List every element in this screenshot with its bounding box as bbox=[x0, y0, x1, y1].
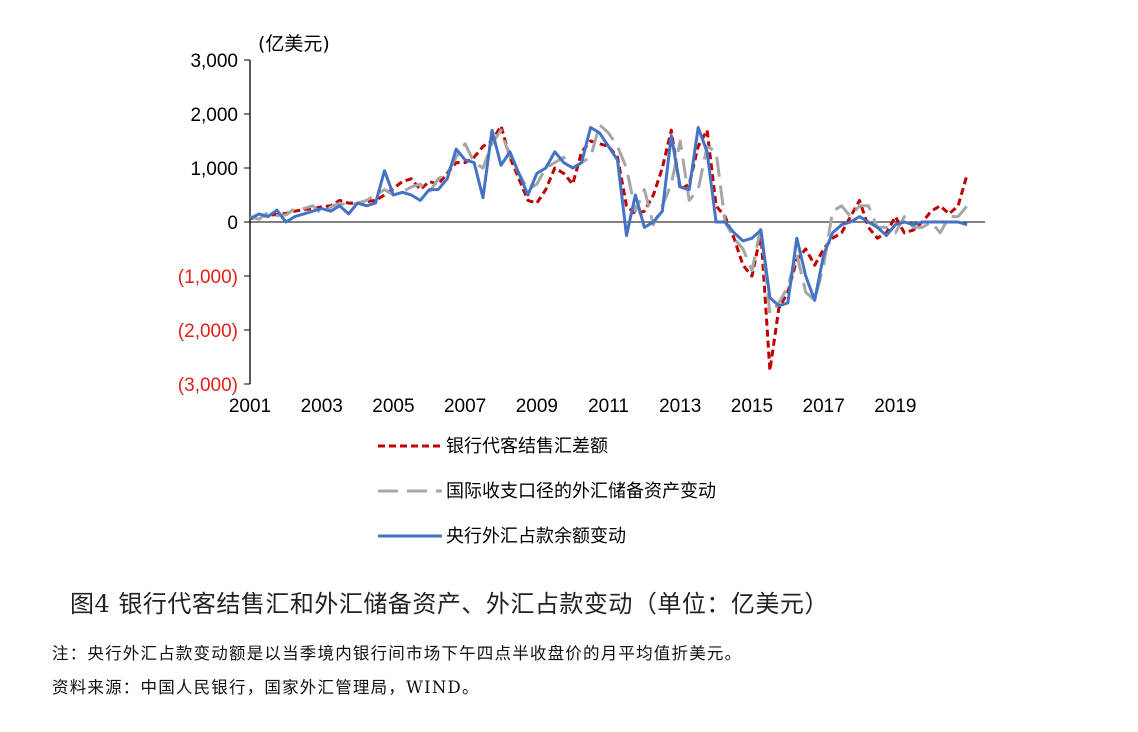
x-tick-label: 2015 bbox=[731, 396, 773, 417]
y-tick-label: (2,000) bbox=[178, 321, 238, 342]
chart-axes: 3,000 2,000 1,000 0 (1,000) (2,000) (3,000) 20… bbox=[178, 51, 985, 417]
figure-note: 注：央行外汇占款变动额是以当季境内银行间市场下午四点半收盘价的月平均值折美元。 bbox=[52, 644, 743, 663]
legend-label-1: 银行代客结售汇差额 bbox=[446, 436, 608, 457]
figure-source: 资料来源：中国人民银行，国家外汇管理局，WIND。 bbox=[52, 678, 480, 697]
y-tick-label: 2,000 bbox=[190, 105, 238, 126]
x-tick-label: 2005 bbox=[372, 396, 414, 417]
x-tick-label: 2003 bbox=[301, 396, 343, 417]
x-tick-label: 2017 bbox=[803, 396, 845, 417]
legend-label-3: 央行外汇占款余额变动 bbox=[446, 526, 626, 547]
y-tick-label: 1,000 bbox=[190, 159, 238, 180]
x-tick-label: 2013 bbox=[659, 396, 701, 417]
figure-caption: 图4 银行代客结售汇和外汇储备资产、外汇占款变动（单位：亿美元） bbox=[70, 590, 829, 618]
y-tick-label: (1,000) bbox=[178, 267, 238, 288]
x-tick-label: 2011 bbox=[588, 396, 629, 417]
series-layer bbox=[249, 123, 969, 372]
series-line-2 bbox=[249, 123, 969, 316]
y-tick-label: 3,000 bbox=[190, 51, 238, 72]
x-axis-ticks: 2001 2003 2005 2007 2009 2011 2013 2015 2017 2019 bbox=[229, 396, 917, 417]
legend-label-2: 国际收支口径的外汇储备资产变动 bbox=[446, 481, 716, 502]
y-tick-label: (3,000) bbox=[178, 375, 238, 396]
series-line-1 bbox=[249, 124, 969, 372]
series-line-3 bbox=[249, 126, 968, 308]
line-chart: 3,000 2,000 1,000 0 (1,000) (2,000) (3,000) 20… bbox=[178, 33, 985, 547]
y-unit-label: (亿美元) bbox=[258, 33, 330, 55]
x-tick-label: 2009 bbox=[516, 396, 558, 417]
y-tick-label: 0 bbox=[227, 213, 238, 234]
y-axis-ticks: 3,000 2,000 1,000 0 (1,000) (2,000) (3,000) bbox=[178, 51, 250, 396]
x-tick-label: 2001 bbox=[229, 396, 271, 417]
x-tick-label: 2019 bbox=[874, 396, 916, 417]
x-tick-label: 2007 bbox=[444, 396, 486, 417]
